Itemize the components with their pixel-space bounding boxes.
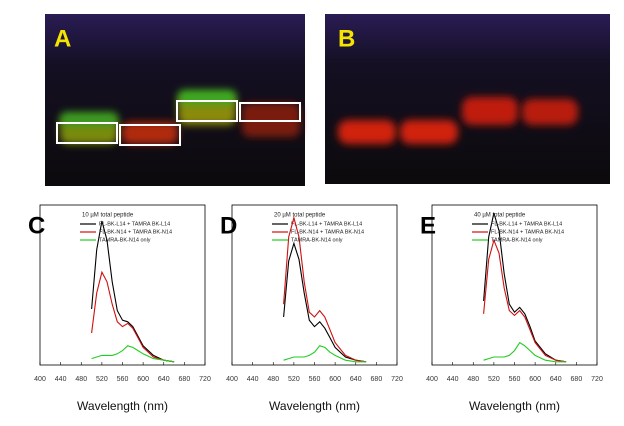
legend-label: FL-BK-N14 + TAMRA BK-N14 — [491, 229, 564, 235]
legend-label: FL-BK-N14 + TAMRA BK-N14 — [291, 229, 364, 235]
x-axis-label: Wavelength (nm) — [77, 399, 168, 413]
series-line — [91, 345, 175, 363]
x-tick-label: 560 — [309, 376, 321, 383]
x-tick-label: 560 — [117, 376, 129, 383]
x-tick-label: 440 — [247, 376, 259, 383]
gel-a: A — [45, 14, 305, 186]
x-axis-label: Wavelength (nm) — [469, 399, 560, 413]
series-line — [91, 220, 175, 363]
legend-label: TAMRA-BK-N14 only — [99, 237, 151, 243]
x-tick-label: 400 — [226, 376, 238, 383]
series-line — [283, 345, 367, 363]
legend-label: TAMRA-BK-N14 only — [491, 237, 543, 243]
series-line — [483, 238, 567, 363]
x-tick-label: 680 — [179, 376, 191, 383]
series-line — [483, 212, 567, 363]
series-line — [283, 215, 367, 363]
x-tick-label: 480 — [75, 376, 87, 383]
legend-label: FL-BK-N14 + TAMRA BK-N14 — [99, 229, 172, 235]
x-tick-label: 480 — [267, 376, 279, 383]
annotation: 40 µM total peptide — [474, 213, 526, 219]
legend-label: FL-BK-L14 + TAMRA BK-L14 — [99, 221, 170, 227]
x-tick-label: 520 — [288, 376, 300, 383]
gel-label: A — [54, 25, 71, 52]
x-tick-label: 720 — [199, 376, 211, 383]
x-tick-label: 440 — [447, 376, 459, 383]
x-tick-label: 680 — [571, 376, 583, 383]
x-tick-label: 520 — [488, 376, 500, 383]
panel-label: D — [220, 212, 237, 239]
x-tick-label: 600 — [137, 376, 149, 383]
panel-label: C — [28, 212, 45, 239]
x-tick-label: 400 — [426, 376, 438, 383]
legend-label: FL-BK-L14 + TAMRA BK-L14 — [291, 221, 362, 227]
x-tick-label: 520 — [96, 376, 108, 383]
x-tick-label: 480 — [467, 376, 479, 383]
x-axis-label: Wavelength (nm) — [269, 399, 360, 413]
x-tick-label: 440 — [55, 376, 67, 383]
x-tick-label: 720 — [591, 376, 603, 383]
x-tick-label: 400 — [34, 376, 46, 383]
x-tick-label: 600 — [329, 376, 341, 383]
annotation: 20 µM total peptide — [274, 213, 326, 219]
annotation: 10 µM total peptide — [82, 213, 134, 219]
series-line — [483, 341, 567, 363]
gel-b: B — [325, 14, 610, 184]
x-tick-label: 640 — [350, 376, 362, 383]
legend-label: FL-BK-L14 + TAMRA BK-L14 — [491, 221, 562, 227]
x-tick-label: 720 — [391, 376, 403, 383]
series-line — [91, 270, 175, 363]
gel-label: B — [338, 25, 355, 52]
series-line — [283, 241, 367, 363]
x-tick-label: 640 — [158, 376, 170, 383]
x-tick-label: 600 — [529, 376, 541, 383]
legend-label: TAMRA-BK-N14 only — [291, 237, 343, 243]
x-tick-label: 680 — [371, 376, 383, 383]
panel-label: E — [420, 212, 436, 239]
x-tick-label: 560 — [509, 376, 521, 383]
x-tick-label: 640 — [550, 376, 562, 383]
